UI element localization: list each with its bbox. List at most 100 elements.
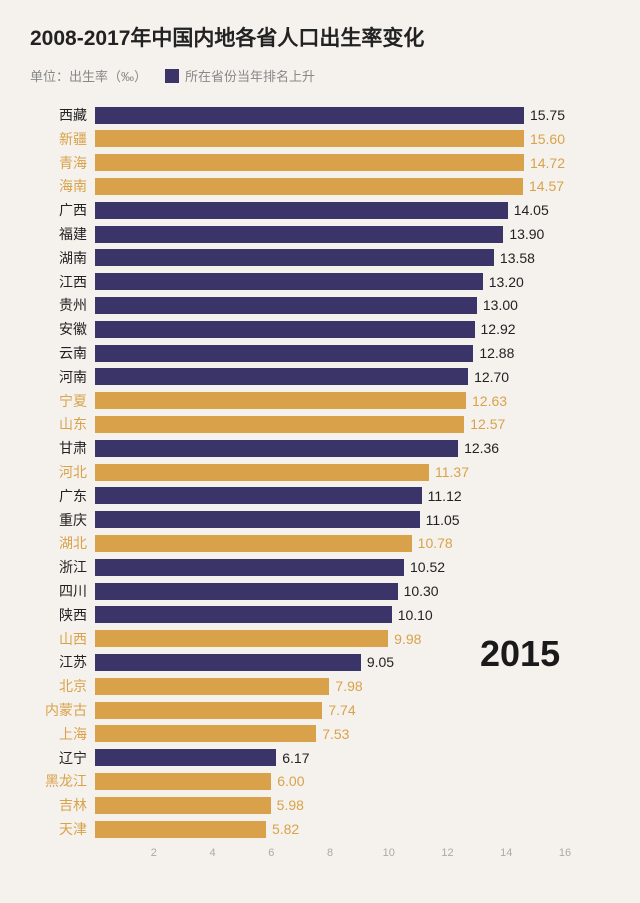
bar-value: 12.57 [464, 416, 505, 432]
bar-row: 广东11.12 [95, 484, 565, 508]
bar [95, 440, 458, 457]
bar-label: 福建 [30, 224, 95, 244]
bar-row: 云南12.88 [95, 341, 565, 365]
bar-value: 14.05 [508, 202, 549, 218]
chart-plot: 西藏15.75新疆15.60青海14.72海南14.57广西14.05福建13.… [95, 103, 565, 843]
bar [95, 154, 524, 171]
bar-value: 6.00 [271, 773, 304, 789]
bar [95, 630, 388, 647]
bar-label: 四川 [30, 581, 95, 601]
bar-value: 15.75 [524, 107, 565, 123]
bar-value: 7.53 [316, 726, 349, 742]
bar-label: 上海 [30, 724, 95, 744]
bar-row: 甘肃12.36 [95, 436, 565, 460]
bar-label: 安徽 [30, 319, 95, 339]
bar-row: 贵州13.00 [95, 293, 565, 317]
bar-label: 河北 [30, 462, 95, 482]
bar-value: 12.36 [458, 440, 499, 456]
bar [95, 107, 524, 124]
legend-swatch [165, 69, 179, 83]
bar-value: 9.05 [361, 654, 394, 670]
bar [95, 559, 404, 576]
chart-title: 2008-2017年中国内地各省人口出生率变化 [30, 22, 610, 52]
bar-row: 四川10.30 [95, 579, 565, 603]
x-axis-tick: 12 [441, 847, 453, 859]
bar-label: 河南 [30, 367, 95, 387]
bar [95, 321, 475, 338]
bar [95, 368, 468, 385]
bar-row: 海南14.57 [95, 174, 565, 198]
bar-row: 上海7.53 [95, 722, 565, 746]
bar-row: 山东12.57 [95, 412, 565, 436]
bar-label: 海南 [30, 176, 95, 196]
bar-row: 浙江10.52 [95, 555, 565, 579]
bar-row: 江西13.20 [95, 270, 565, 294]
bar-label: 青海 [30, 153, 95, 173]
bar [95, 678, 329, 695]
bar [95, 654, 361, 671]
legend-label: 所在省份当年排名上升 [185, 66, 315, 85]
bar-row: 吉林5.98 [95, 793, 565, 817]
legend-row: 单位：出生率（‰） 所在省份当年排名上升 [30, 66, 610, 85]
bar [95, 202, 508, 219]
x-axis-tick: 4 [209, 847, 215, 859]
bar [95, 297, 477, 314]
bar [95, 392, 466, 409]
bar [95, 821, 266, 838]
bar-value: 6.17 [276, 750, 309, 766]
bar-row: 天津5.82 [95, 817, 565, 841]
bar-label: 重庆 [30, 510, 95, 530]
bar-label: 广东 [30, 486, 95, 506]
bar-value: 12.92 [475, 321, 516, 337]
bar-value: 5.98 [271, 797, 304, 813]
bar-label: 湖南 [30, 248, 95, 268]
year-label: 2015 [480, 633, 560, 675]
bar-label: 北京 [30, 676, 95, 696]
bar [95, 535, 412, 552]
bar [95, 130, 524, 147]
unit-label: 单位：出生率（‰） [30, 66, 147, 85]
bar-label: 湖北 [30, 533, 95, 553]
bar-row: 河南12.70 [95, 365, 565, 389]
bar-label: 吉林 [30, 795, 95, 815]
bar-value: 13.58 [494, 250, 535, 266]
bar-label: 山东 [30, 414, 95, 434]
bar-value: 11.05 [420, 512, 460, 528]
bar-row: 重庆11.05 [95, 508, 565, 532]
bar [95, 249, 494, 266]
unit-label-item: 单位：出生率（‰） [30, 66, 147, 85]
chart-container: 2008-2017年中国内地各省人口出生率变化 单位：出生率（‰） 所在省份当年… [0, 0, 640, 903]
bar [95, 797, 271, 814]
bar-value: 10.52 [404, 559, 445, 575]
bar-row: 西藏15.75 [95, 103, 565, 127]
bar-row: 宁夏12.63 [95, 389, 565, 413]
bar [95, 702, 322, 719]
x-axis-tick: 6 [268, 847, 274, 859]
bar [95, 464, 429, 481]
bar-value: 12.63 [466, 393, 507, 409]
bar-value: 14.72 [524, 155, 565, 171]
bar-label: 西藏 [30, 105, 95, 125]
bar [95, 749, 276, 766]
x-axis: 246810121416 [95, 843, 565, 863]
bar [95, 487, 422, 504]
bar-label: 云南 [30, 343, 95, 363]
x-axis-tick: 16 [559, 847, 571, 859]
bar-label: 天津 [30, 819, 95, 839]
bar-value: 11.12 [422, 488, 462, 504]
bar-row: 安徽12.92 [95, 317, 565, 341]
bar [95, 416, 464, 433]
x-axis-tick: 8 [327, 847, 333, 859]
bar-value: 7.98 [329, 678, 362, 694]
bar-value: 11.37 [429, 464, 469, 480]
bar [95, 606, 392, 623]
bar-row: 北京7.98 [95, 674, 565, 698]
bar-row: 新疆15.60 [95, 127, 565, 151]
bar-value: 13.00 [477, 297, 518, 313]
legend-item-rankup: 所在省份当年排名上升 [165, 66, 315, 85]
bar-value: 14.57 [523, 178, 564, 194]
bar-row: 黑龙江6.00 [95, 769, 565, 793]
bar-label: 山西 [30, 629, 95, 649]
bar-value: 10.30 [398, 583, 439, 599]
bar-label: 浙江 [30, 557, 95, 577]
